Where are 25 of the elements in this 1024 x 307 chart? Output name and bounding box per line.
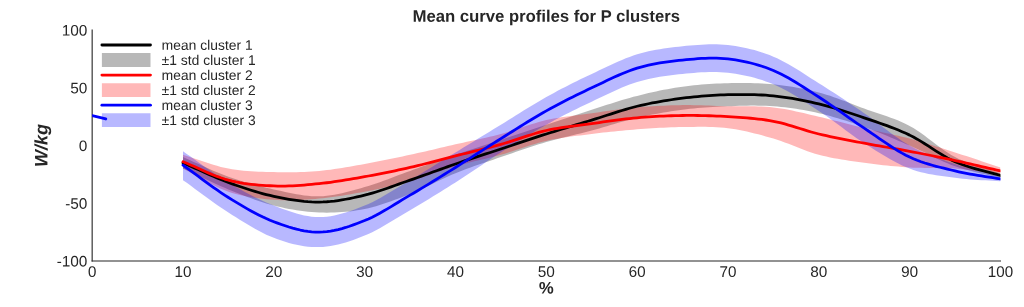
- x-tick-label: 70: [720, 266, 736, 278]
- annotation: ±1 std cluster 3: [162, 114, 256, 126]
- annotation: ±1 std cluster 2: [162, 84, 255, 96]
- x-tick-label: 60: [629, 266, 646, 278]
- x-tick-label: 40: [447, 266, 464, 278]
- y-tick-label: 0: [79, 140, 87, 152]
- legend-label: mean cluster 1: [162, 39, 253, 51]
- chart-title: Mean curve profiles for P clusters: [413, 9, 680, 26]
- x-tick-label: 30: [356, 266, 373, 278]
- x-tick-label: 0: [88, 266, 96, 278]
- y-axis-title: W/kg: [34, 124, 52, 166]
- y-tick-label: -50: [65, 198, 87, 209]
- y-tick-label: 100: [62, 24, 87, 36]
- x-tick-label: 90: [901, 266, 918, 278]
- legend-label: mean cluster 3: [162, 99, 253, 111]
- x-tick-label: 100: [988, 266, 1013, 278]
- legend-label: mean cluster 2: [162, 69, 252, 81]
- x-tick-label: 80: [810, 266, 827, 278]
- y-tick-label: 50: [70, 82, 87, 94]
- x-axis-title: %: [539, 281, 554, 294]
- x-tick-label: 20: [266, 266, 282, 278]
- x-tick-label: 10: [175, 266, 191, 278]
- x-tick-label: 50: [538, 266, 555, 278]
- annotation: ±1 std cluster 1: [162, 54, 256, 66]
- y-tick-label: -100: [57, 255, 87, 267]
